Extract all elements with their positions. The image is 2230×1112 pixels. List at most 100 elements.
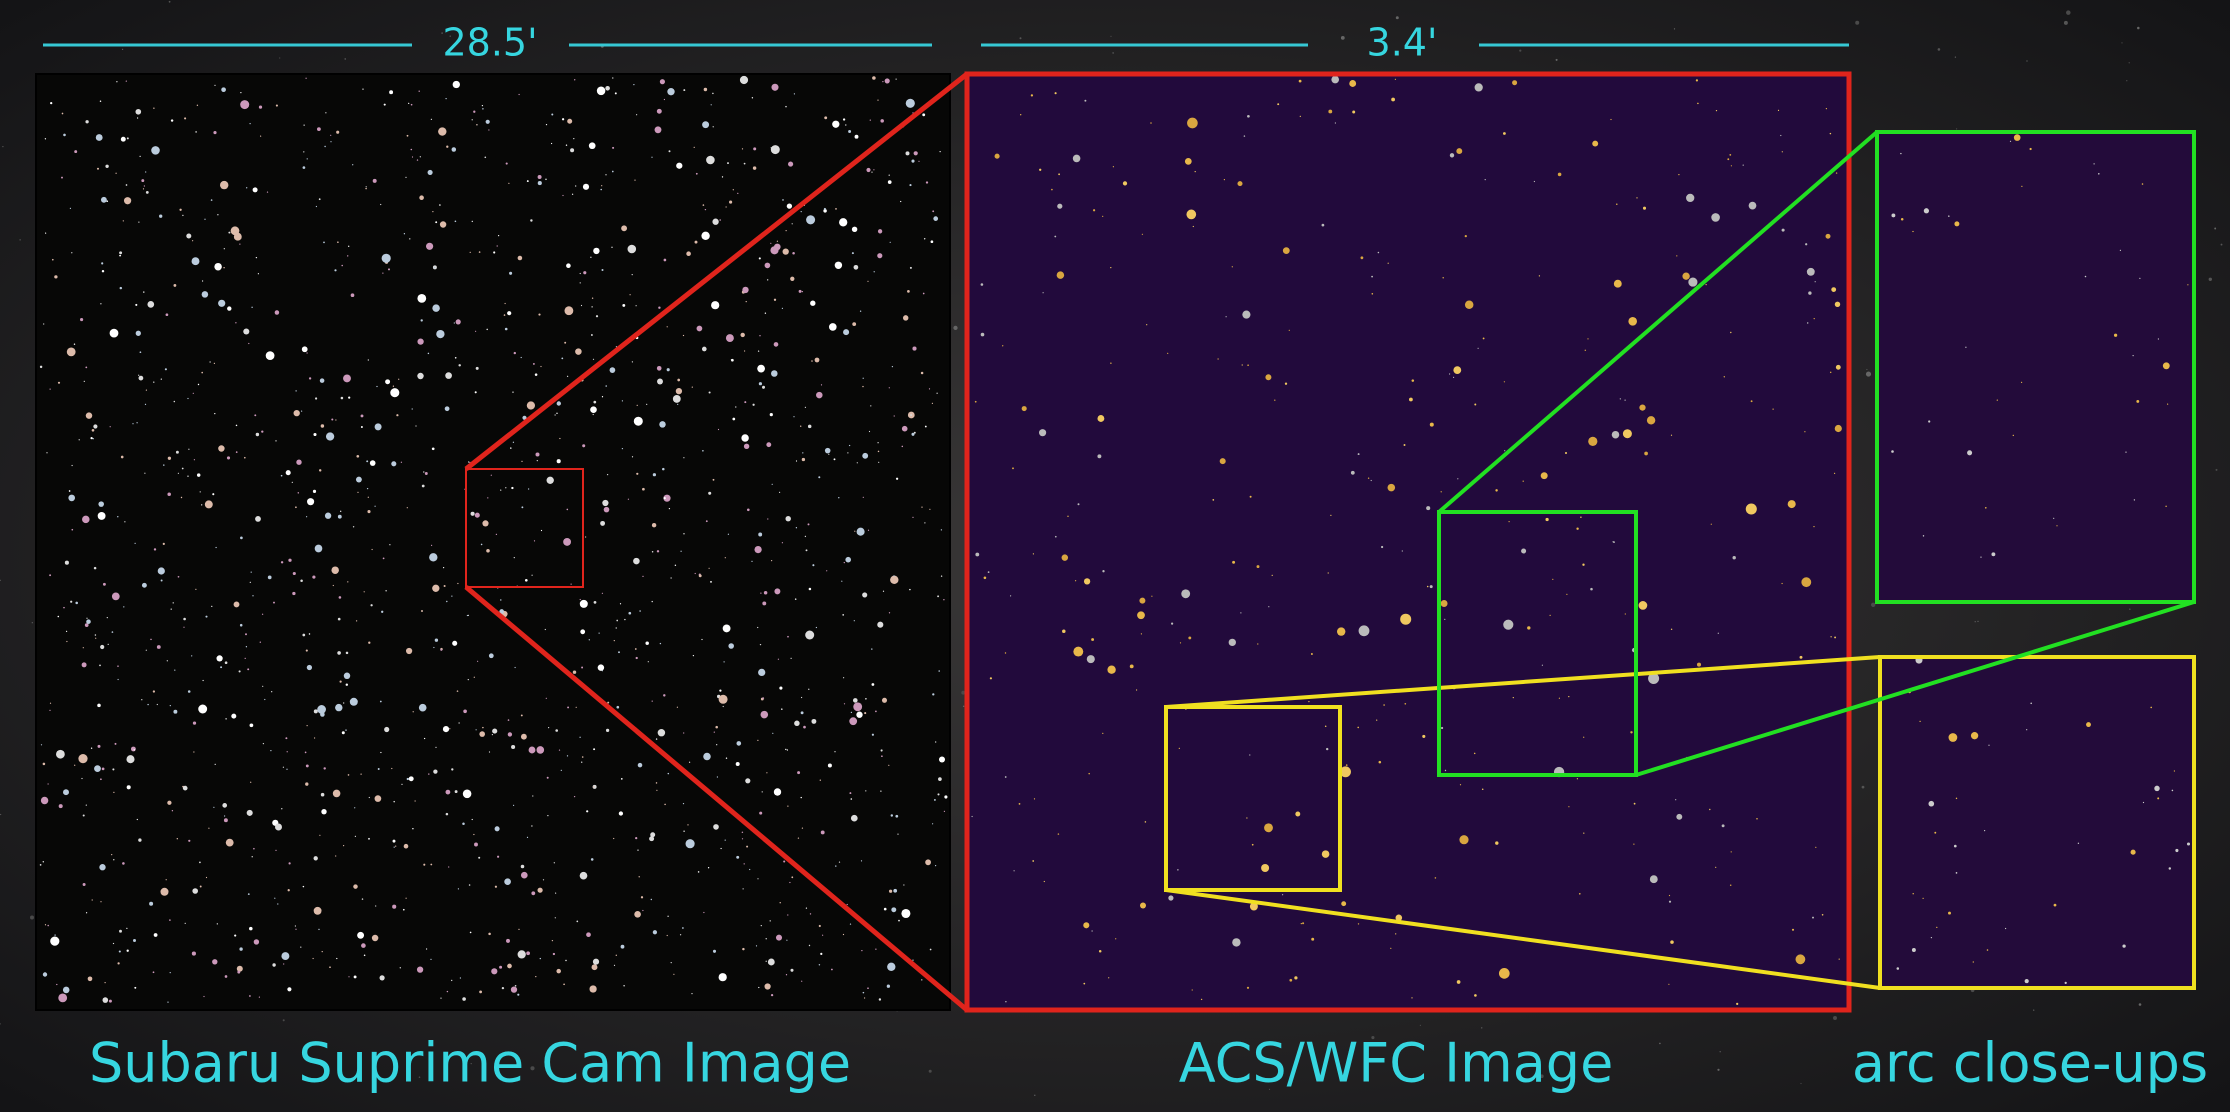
star [787, 805, 788, 806]
star [1731, 851, 1732, 852]
star [204, 219, 205, 220]
star [245, 658, 246, 659]
star [633, 84, 634, 85]
star [768, 959, 775, 966]
star [307, 725, 308, 726]
star [863, 992, 865, 994]
star [719, 973, 727, 981]
star [286, 769, 287, 770]
star [929, 1070, 932, 1073]
star [726, 758, 727, 759]
star [343, 702, 344, 703]
star [790, 969, 793, 972]
star [521, 357, 522, 358]
star [324, 146, 325, 147]
star [614, 640, 615, 641]
star [393, 386, 394, 387]
star [741, 434, 748, 441]
star [393, 801, 395, 803]
star [766, 772, 767, 773]
star [514, 557, 515, 558]
star [826, 570, 827, 571]
star [1430, 585, 1433, 588]
star [103, 997, 109, 1003]
star [713, 126, 714, 127]
star [50, 389, 51, 390]
star [58, 382, 60, 384]
star [1643, 207, 1646, 210]
star [787, 203, 792, 208]
star [538, 314, 540, 316]
star [411, 104, 413, 106]
star [853, 698, 858, 703]
star [733, 189, 734, 190]
star [1102, 216, 1103, 217]
star [250, 723, 254, 727]
star [41, 744, 42, 745]
star [651, 899, 652, 900]
star [515, 667, 516, 668]
star [612, 171, 614, 173]
star [941, 529, 942, 530]
star [1396, 16, 1399, 19]
star [288, 890, 289, 891]
star [2150, 707, 2152, 709]
star [1558, 173, 1562, 177]
star [482, 105, 483, 106]
star [469, 884, 471, 886]
star [123, 220, 124, 221]
star [1299, 80, 1302, 83]
star [454, 322, 455, 323]
star [253, 187, 258, 192]
star [100, 778, 102, 780]
star [1192, 989, 1193, 990]
star [1346, 764, 1348, 766]
closeup-lower [1880, 657, 2194, 988]
star [884, 908, 887, 911]
star [1168, 895, 1173, 900]
star [500, 489, 501, 490]
star [482, 727, 483, 728]
star [194, 459, 195, 460]
star [890, 576, 898, 584]
star [532, 795, 533, 796]
star [254, 939, 259, 944]
star [891, 907, 896, 912]
star [1226, 316, 1227, 317]
star [562, 118, 564, 120]
star [446, 813, 449, 816]
star [428, 773, 429, 774]
star [176, 451, 179, 454]
star [1733, 556, 1736, 559]
star [1054, 236, 1056, 238]
star [123, 606, 124, 607]
star [852, 227, 857, 232]
star [43, 861, 44, 862]
star [525, 579, 528, 582]
star [307, 158, 308, 159]
star [888, 765, 889, 766]
star [134, 749, 135, 750]
star [476, 729, 477, 730]
star [173, 710, 177, 714]
star [602, 593, 603, 594]
star [479, 251, 481, 253]
star [86, 912, 87, 913]
star [505, 328, 508, 331]
star [828, 763, 832, 767]
star [146, 650, 147, 651]
star [345, 729, 346, 730]
star [888, 180, 892, 184]
star [340, 681, 342, 683]
star [809, 945, 810, 946]
star [801, 797, 802, 798]
star [780, 902, 781, 903]
star [1975, 621, 1976, 622]
star [1830, 636, 1831, 637]
star [1715, 867, 1716, 868]
star [300, 580, 303, 583]
star [218, 300, 225, 307]
star [1592, 141, 1598, 147]
star [507, 964, 512, 969]
star [401, 462, 402, 463]
